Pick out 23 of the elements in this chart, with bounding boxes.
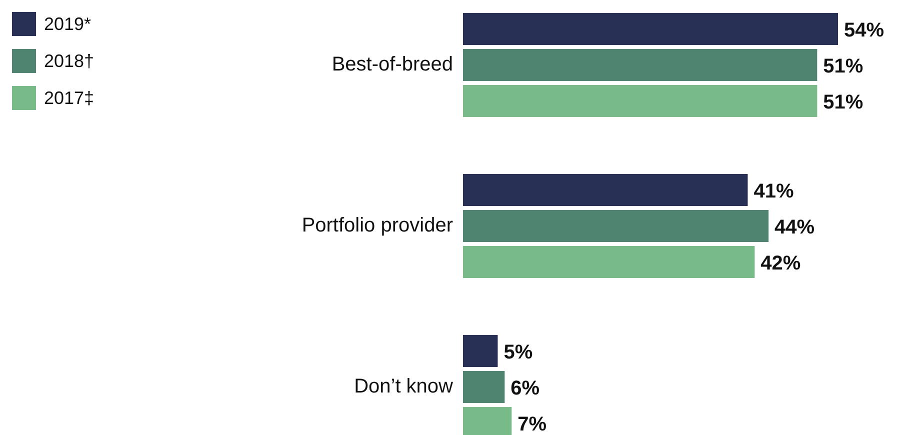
bar [463,335,498,367]
legend-label: 2019* [44,14,92,34]
y-tick-label: Portfolio provider [302,214,454,236]
data-label: 51% [823,91,864,114]
y-tick-label: Best-of-breed [332,53,453,76]
legend-label: 2018† [44,50,94,71]
data-label: 5% [504,341,533,364]
bar [463,85,818,117]
bar [463,174,748,206]
data-label: 7% [518,413,547,435]
bar [463,246,755,278]
data-label: 51% [823,55,864,78]
bar [463,371,505,403]
data-label: 6% [510,377,540,400]
data-label: 44% [774,216,815,238]
bar [463,49,818,81]
data-label: 42% [760,252,801,274]
bar [463,13,838,45]
legend-label: 2017‡ [44,88,94,108]
bar [463,210,769,242]
data-label: 54% [844,19,884,42]
y-tick-label: Don’t know [354,375,454,398]
data-label: 41% [754,180,794,202]
